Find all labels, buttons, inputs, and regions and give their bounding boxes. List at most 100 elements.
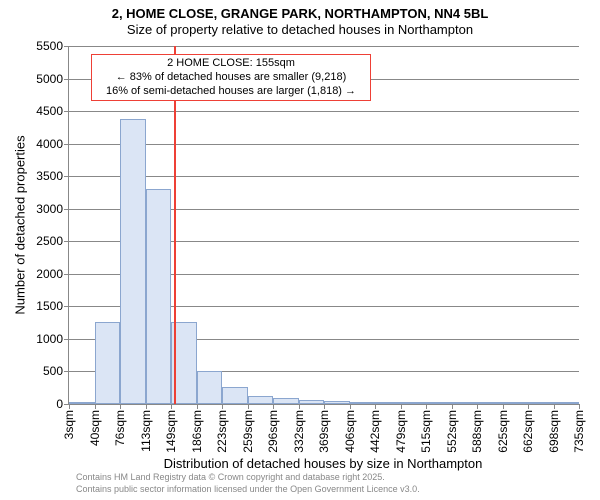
x-tick-mark — [197, 404, 198, 409]
histogram-bar — [401, 402, 427, 404]
y-tick-mark — [64, 176, 69, 177]
x-tick-label: 662sqm — [521, 410, 535, 453]
histogram-bar — [120, 119, 146, 404]
histogram-bar — [324, 401, 350, 404]
x-tick-label: 698sqm — [547, 410, 561, 453]
histogram-chart: 2, HOME CLOSE, GRANGE PARK, NORTHAMPTON,… — [0, 0, 600, 500]
y-tick-label: 5000 — [36, 72, 63, 86]
chart-title-line2: Size of property relative to detached ho… — [0, 22, 600, 37]
histogram-bar — [477, 402, 503, 404]
x-tick-label: 479sqm — [394, 410, 408, 453]
x-tick-label: 406sqm — [343, 410, 357, 453]
y-tick-mark — [64, 111, 69, 112]
x-tick-mark — [528, 404, 529, 409]
annotation-box: 2 HOME CLOSE: 155sqm ← 83% of detached h… — [91, 54, 371, 101]
y-tick-label: 3000 — [36, 202, 63, 216]
chart-title-line1: 2, HOME CLOSE, GRANGE PARK, NORTHAMPTON,… — [0, 6, 600, 21]
x-tick-label: 259sqm — [241, 410, 255, 453]
x-tick-mark — [503, 404, 504, 409]
histogram-bar — [146, 189, 172, 404]
x-tick-mark — [324, 404, 325, 409]
x-axis-label: Distribution of detached houses by size … — [164, 456, 483, 471]
gridline — [69, 46, 579, 47]
x-tick-mark — [299, 404, 300, 409]
x-tick-label: 223sqm — [215, 410, 229, 453]
annotation-line2: ← 83% of detached houses are smaller (9,… — [98, 71, 364, 85]
histogram-bar — [197, 371, 223, 404]
x-tick-mark — [120, 404, 121, 409]
y-tick-label: 0 — [56, 397, 63, 411]
x-tick-label: 332sqm — [292, 410, 306, 453]
histogram-bar — [426, 402, 452, 404]
y-tick-mark — [64, 46, 69, 47]
x-tick-label: 113sqm — [139, 410, 153, 452]
x-tick-mark — [477, 404, 478, 409]
histogram-bar — [273, 398, 299, 404]
x-tick-mark — [350, 404, 351, 409]
y-tick-mark — [64, 241, 69, 242]
gridline — [69, 144, 579, 145]
footer-line1: Contains HM Land Registry data © Crown c… — [76, 472, 385, 482]
histogram-bar — [95, 322, 121, 404]
x-tick-mark — [401, 404, 402, 409]
histogram-bar — [503, 402, 529, 404]
x-tick-mark — [248, 404, 249, 409]
annotation-line3: 16% of semi-detached houses are larger (… — [98, 85, 364, 99]
annotation-line1: 2 HOME CLOSE: 155sqm — [98, 57, 364, 71]
y-tick-mark — [64, 79, 69, 80]
histogram-bar — [248, 396, 274, 404]
x-tick-mark — [69, 404, 70, 409]
y-tick-mark — [64, 339, 69, 340]
y-tick-label: 3500 — [36, 169, 63, 183]
histogram-bar — [222, 387, 248, 404]
y-tick-mark — [64, 209, 69, 210]
histogram-bar — [299, 400, 325, 404]
x-tick-label: 625sqm — [496, 410, 510, 453]
y-tick-label: 4000 — [36, 137, 63, 151]
x-tick-label: 515sqm — [419, 410, 433, 453]
histogram-bar — [452, 402, 478, 404]
x-tick-label: 76sqm — [113, 410, 127, 446]
y-tick-label: 500 — [43, 364, 63, 378]
footer-line2: Contains public sector information licen… — [76, 484, 420, 494]
histogram-bar — [69, 402, 95, 404]
x-tick-label: 588sqm — [470, 410, 484, 453]
y-tick-mark — [64, 371, 69, 372]
x-tick-mark — [146, 404, 147, 409]
y-tick-label: 2000 — [36, 267, 63, 281]
x-tick-label: 552sqm — [445, 410, 459, 453]
gridline — [69, 111, 579, 112]
y-tick-label: 1000 — [36, 332, 63, 346]
histogram-bar — [375, 402, 401, 404]
x-tick-label: 40sqm — [88, 410, 102, 446]
y-tick-label: 2500 — [36, 234, 63, 248]
x-tick-mark — [375, 404, 376, 409]
x-tick-label: 735sqm — [572, 410, 586, 453]
y-tick-label: 1500 — [36, 299, 63, 313]
y-tick-label: 4500 — [36, 104, 63, 118]
y-tick-mark — [64, 274, 69, 275]
y-tick-mark — [64, 306, 69, 307]
y-axis-label: Number of detached properties — [13, 135, 28, 314]
x-tick-mark — [452, 404, 453, 409]
gridline — [69, 176, 579, 177]
x-tick-label: 296sqm — [266, 410, 280, 453]
x-tick-label: 369sqm — [317, 410, 331, 453]
x-tick-mark — [579, 404, 580, 409]
x-tick-mark — [554, 404, 555, 409]
x-tick-label: 186sqm — [190, 410, 204, 453]
x-tick-label: 149sqm — [164, 410, 178, 453]
histogram-bar — [350, 402, 376, 404]
histogram-bar — [528, 402, 554, 404]
y-tick-label: 5500 — [36, 39, 63, 53]
x-tick-mark — [95, 404, 96, 409]
x-tick-mark — [171, 404, 172, 409]
x-tick-mark — [273, 404, 274, 409]
histogram-bar — [554, 402, 580, 404]
y-tick-mark — [64, 144, 69, 145]
x-tick-label: 442sqm — [368, 410, 382, 453]
x-tick-mark — [222, 404, 223, 409]
x-tick-label: 3sqm — [62, 410, 76, 439]
x-tick-mark — [426, 404, 427, 409]
plot-area: 0500100015002000250030003500400045005000… — [68, 46, 579, 405]
